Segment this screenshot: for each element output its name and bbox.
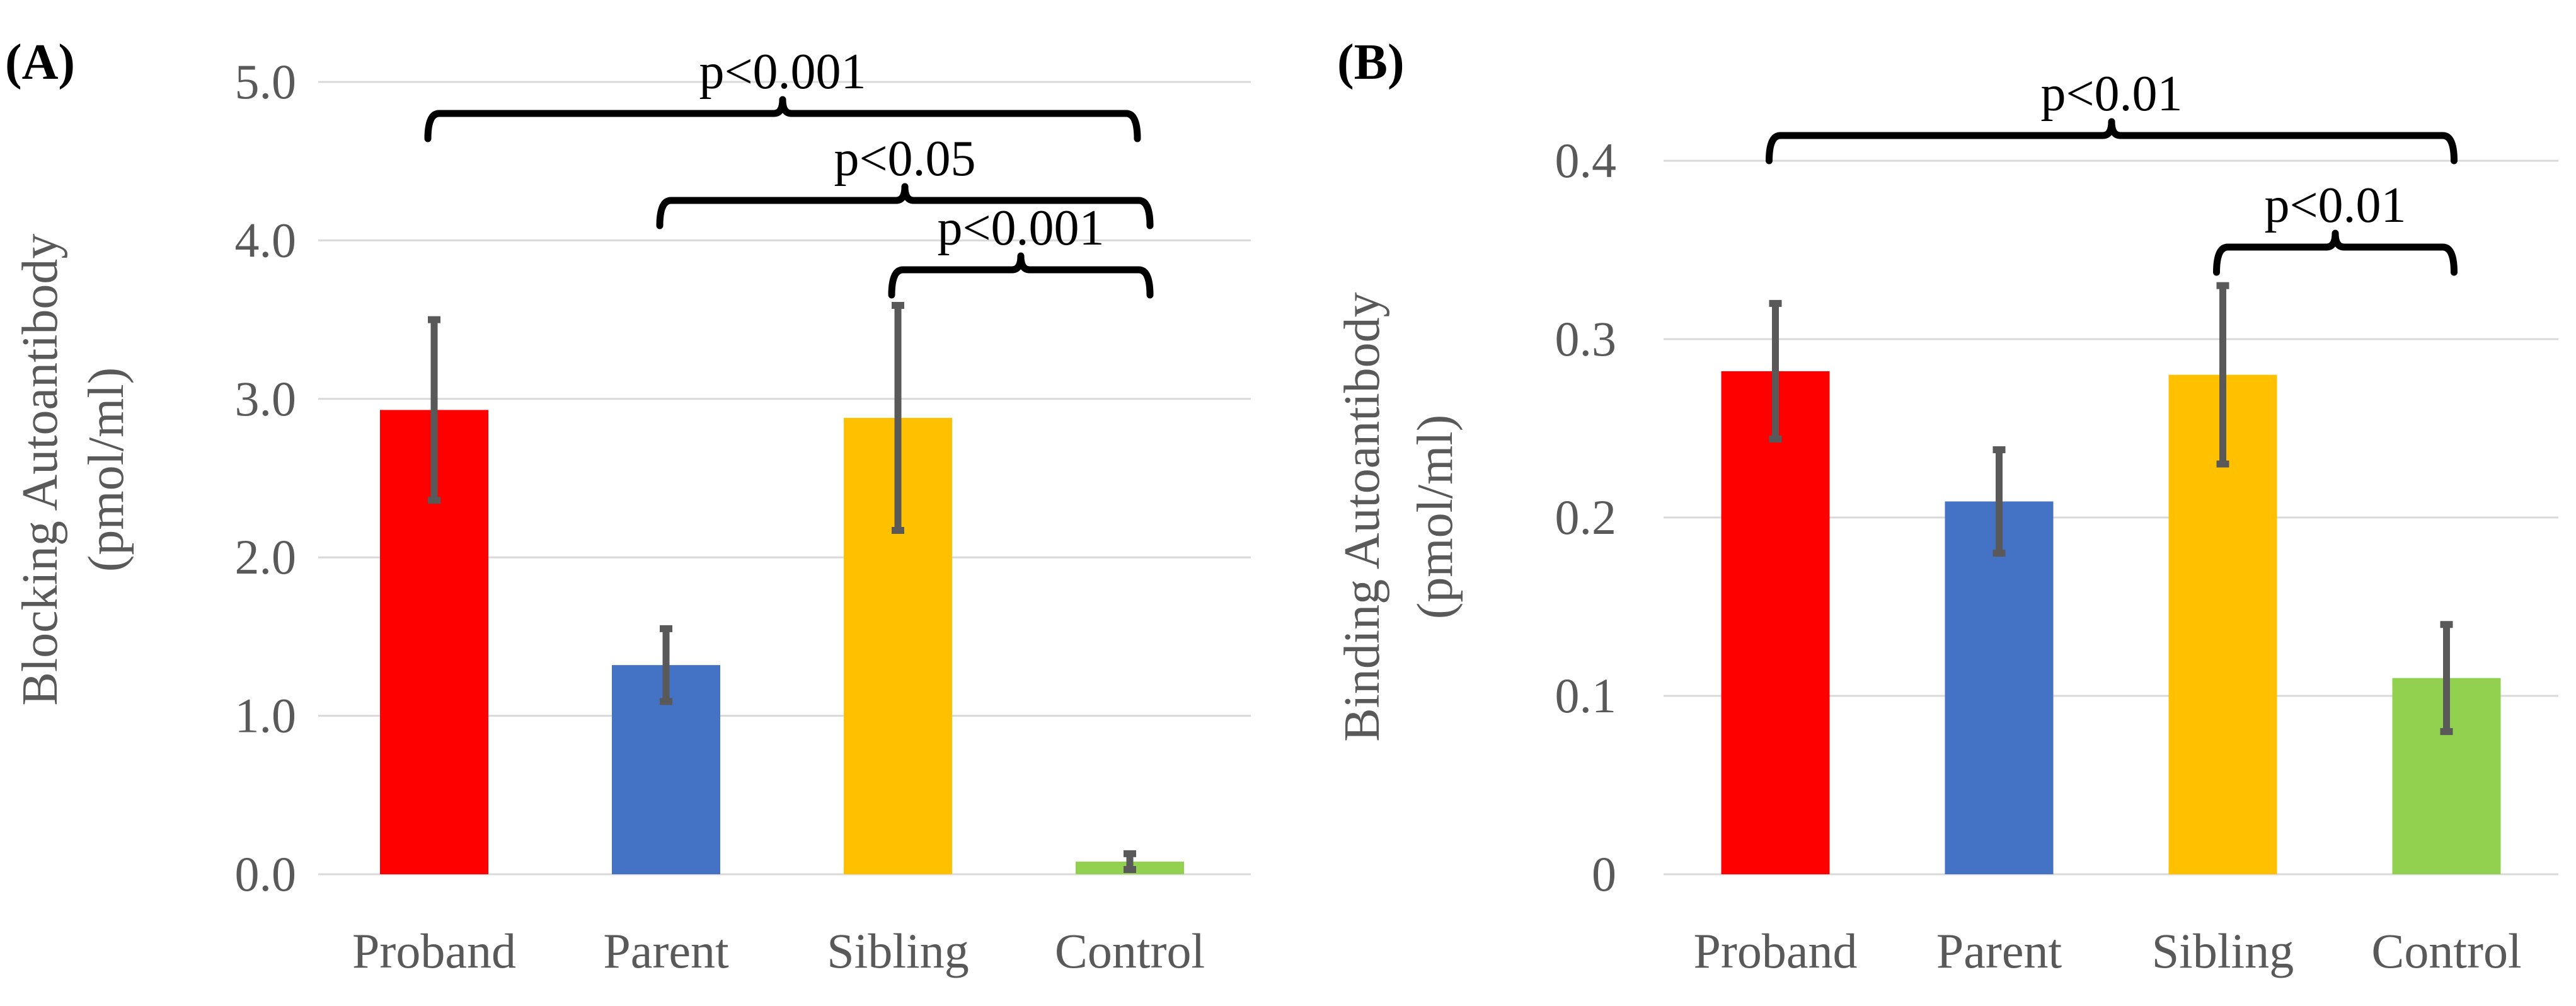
panel-label-b: (B) [1337,35,1405,90]
x-category-label-a-1: Parent [603,923,729,978]
significance-bracket-a-0 [424,96,1141,142]
x-category-label-b-1: Parent [1936,923,2062,978]
y-tick-label-a-2: 2.0 [235,529,297,584]
y-axis-title-a-line2: (pmol/ml) [79,367,134,572]
significance-label-a-0: p<0.001 [699,44,866,100]
significance-label-b-1: p<0.01 [2264,178,2406,233]
y-tick-label-b-3: 0.3 [1555,311,1617,366]
significance-bracket-b-1 [2213,229,2458,276]
y-tick-label-a-1: 1.0 [235,688,297,743]
y-tick-label-b-1: 0.1 [1555,668,1617,723]
y-tick-label-a-3: 3.0 [235,371,297,426]
y-tick-label-a-0: 0.0 [235,847,297,901]
y-tick-label-a-5: 5.0 [235,54,297,109]
significance-bracket-a-2 [888,252,1154,299]
x-category-label-b-0: Proband [1694,923,1858,978]
significance-label-a-2: p<0.001 [937,200,1104,256]
panel-label-a: (A) [5,35,75,90]
significance-label-a-1: p<0.05 [834,131,975,187]
y-tick-label-b-4: 0.4 [1555,133,1617,188]
chart-b-binding-autoantibody: (B) Binding Autoantibody (pmol/ml) 0 0.1 0… [1335,35,2558,978]
x-category-label-a-2: Sibling [827,923,969,978]
y-tick-label-b-2: 0.2 [1555,490,1617,545]
significance-label-b-0: p<0.01 [2040,66,2182,122]
y-tick-label-b-0: 0 [1592,847,1616,901]
x-category-label-a-3: Control [1055,923,1205,978]
x-category-label-b-2: Sibling [2152,923,2294,978]
x-category-label-b-3: Control [2371,923,2521,978]
y-axis-title-b-line2: (pmol/ml) [1408,415,1463,619]
y-tick-label-a-4: 4.0 [235,212,297,267]
bar-b-parent [1945,501,2054,874]
y-axis-title-a-line1: Blocking Autoantibody [13,234,68,706]
x-category-label-a-0: Proband [352,923,516,978]
chart-a-blocking-autoantibody: (A) Blocking Autoantibody (pmol/ml) 0.0 1… [5,35,1251,978]
significance-bracket-b-0 [1766,118,2458,165]
bar-b-proband [1721,371,1830,874]
significance-bracket-a-1 [656,183,1154,229]
y-axis-title-b-line1: Binding Autoantibody [1335,292,1390,741]
